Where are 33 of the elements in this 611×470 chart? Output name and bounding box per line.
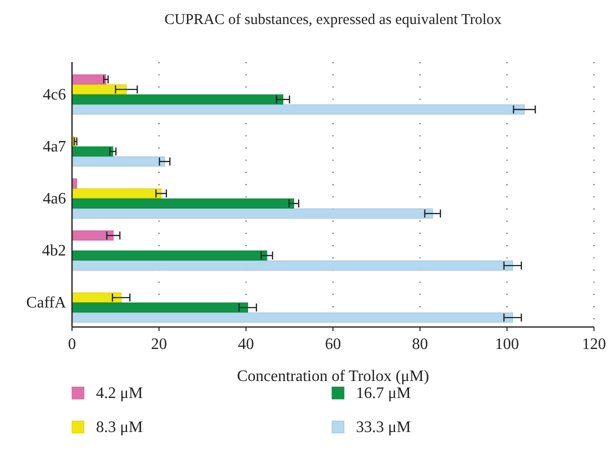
legend-label: 33.3 μM — [356, 419, 411, 436]
chart-title: CUPRAC of substances, expressed as equivalent Trolox — [164, 12, 502, 28]
x-tick-label: 40 — [238, 336, 254, 353]
x-tick-label: 120 — [582, 336, 606, 353]
bar — [72, 188, 162, 199]
bar — [72, 84, 127, 94]
bar — [72, 312, 513, 323]
x-tick-label: 100 — [495, 336, 519, 353]
bar — [72, 260, 513, 271]
bar — [72, 104, 525, 115]
y-tick-label: CaffA — [26, 294, 66, 312]
bar — [72, 198, 294, 209]
y-tick-label: 4a6 — [42, 190, 66, 208]
bar — [72, 74, 106, 84]
x-tick-label: 60 — [325, 336, 341, 353]
y-tick-label: 4c6 — [42, 86, 66, 104]
x-tick-label: 20 — [151, 336, 167, 353]
y-tick-label: 4b2 — [42, 242, 66, 260]
legend-label: 16.7 μM — [356, 385, 411, 402]
bar — [72, 94, 284, 105]
bar — [72, 230, 114, 241]
x-tick-label: 0 — [68, 336, 76, 353]
bar — [72, 292, 122, 303]
bar — [72, 250, 268, 261]
y-tick-label: 4a7 — [42, 138, 66, 156]
bar — [72, 208, 433, 219]
legend-label: 4.2 μM — [96, 385, 143, 402]
bar — [72, 302, 248, 313]
bar — [72, 156, 165, 167]
bar — [72, 146, 114, 157]
legend-label: 8.3 μM — [96, 419, 143, 436]
x-axis-title: Concentration of Trolox (μM) — [236, 368, 430, 385]
x-tick-label: 80 — [412, 336, 428, 353]
